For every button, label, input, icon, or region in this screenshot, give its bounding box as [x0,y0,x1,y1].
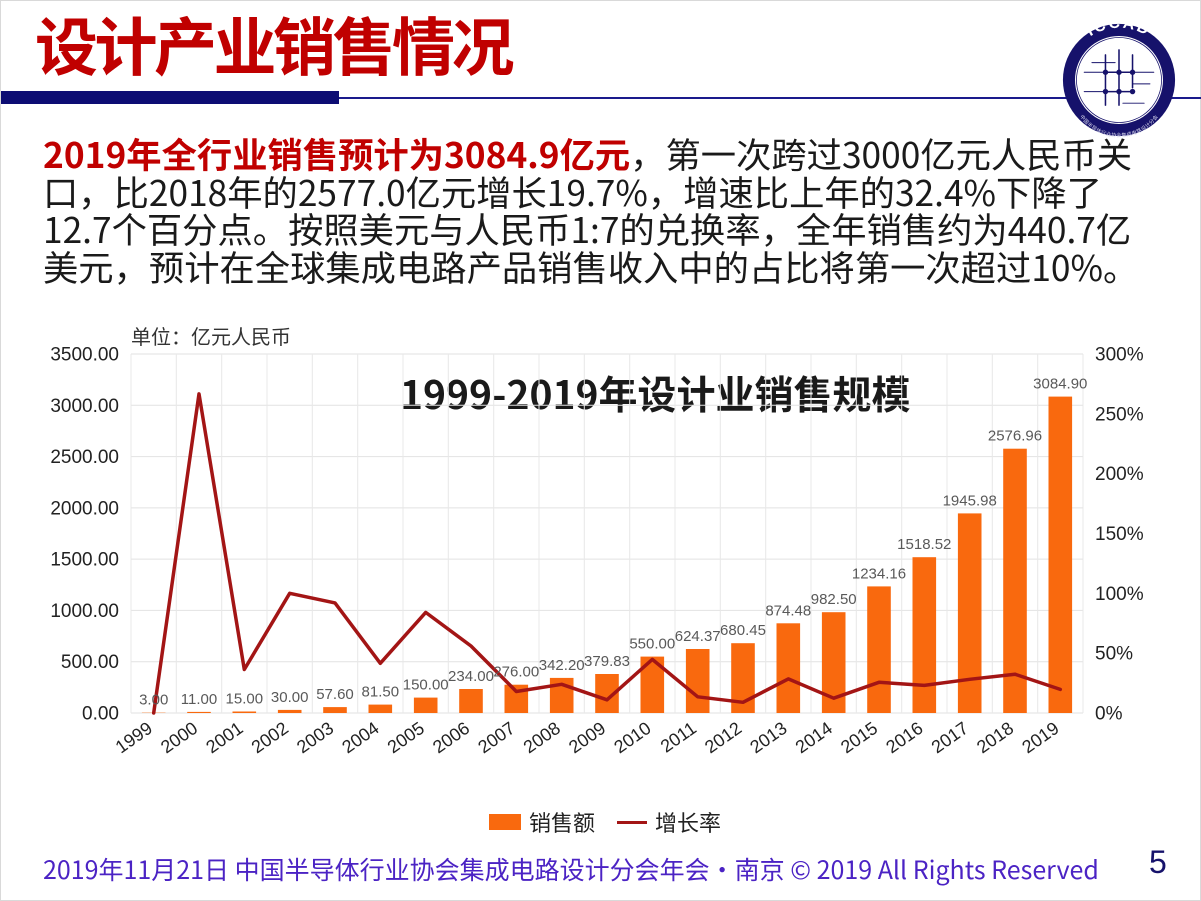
svg-text:0%: 0% [1095,704,1123,725]
svg-text:2001: 2001 [202,718,246,757]
svg-text:2014: 2014 [792,718,836,757]
svg-text:3500.00: 3500.00 [50,345,119,366]
svg-text:2002: 2002 [248,718,292,757]
svg-text:11.00: 11.00 [181,691,217,708]
svg-text:81.50: 81.50 [362,684,400,701]
svg-text:1518.52: 1518.52 [897,536,951,553]
svg-text:2003: 2003 [293,718,337,757]
svg-text:2576.96: 2576.96 [988,428,1042,445]
svg-text:276.00: 276.00 [493,664,539,681]
svg-text:50%: 50% [1095,644,1133,665]
svg-text:2000: 2000 [157,718,201,757]
svg-text:680.45: 680.45 [720,622,766,639]
svg-text:2006: 2006 [429,718,473,757]
svg-text:150.00: 150.00 [403,677,449,694]
svg-text:1945.98: 1945.98 [943,492,997,509]
svg-text:30.00: 30.00 [271,689,309,706]
svg-text:2007: 2007 [474,718,518,757]
svg-text:200%: 200% [1095,464,1144,485]
svg-text:0.00: 0.00 [82,704,119,725]
svg-text:2015: 2015 [837,718,881,757]
svg-text:982.50: 982.50 [811,591,857,608]
svg-text:2013: 2013 [746,718,790,757]
svg-text:2018: 2018 [973,718,1017,757]
svg-text:234.00: 234.00 [448,668,494,685]
svg-text:100%: 100% [1095,584,1144,605]
svg-text:2011: 2011 [657,718,700,757]
svg-text:250%: 250% [1095,404,1144,425]
svg-text:550.00: 550.00 [629,636,675,653]
svg-text:1234.16: 1234.16 [852,565,906,582]
svg-text:57.60: 57.60 [316,686,354,703]
svg-text:2012: 2012 [701,718,745,757]
svg-text:150%: 150% [1095,524,1144,545]
svg-text:342.20: 342.20 [539,657,585,674]
svg-text:624.37: 624.37 [675,628,721,645]
svg-text:500.00: 500.00 [61,652,119,673]
svg-text:2005: 2005 [384,718,428,757]
svg-text:1500.00: 1500.00 [50,550,119,571]
svg-text:3084.90: 3084.90 [1033,376,1087,393]
svg-text:2008: 2008 [520,718,564,757]
svg-text:2016: 2016 [882,718,926,757]
svg-text:15.00: 15.00 [226,691,264,708]
svg-text:2010: 2010 [610,718,654,757]
svg-text:874.48: 874.48 [765,602,811,619]
svg-text:379.83: 379.83 [584,653,630,670]
svg-text:2500.00: 2500.00 [50,447,119,468]
svg-text:2004: 2004 [338,718,382,757]
svg-text:3000.00: 3000.00 [50,396,119,417]
svg-text:2009: 2009 [565,718,609,757]
svg-text:300%: 300% [1095,345,1144,366]
svg-text:3.00: 3.00 [139,692,168,709]
svg-text:2000.00: 2000.00 [50,498,119,519]
svg-text:1000.00: 1000.00 [50,601,119,622]
svg-text:2019: 2019 [1018,718,1062,757]
svg-text:2017: 2017 [928,718,972,757]
